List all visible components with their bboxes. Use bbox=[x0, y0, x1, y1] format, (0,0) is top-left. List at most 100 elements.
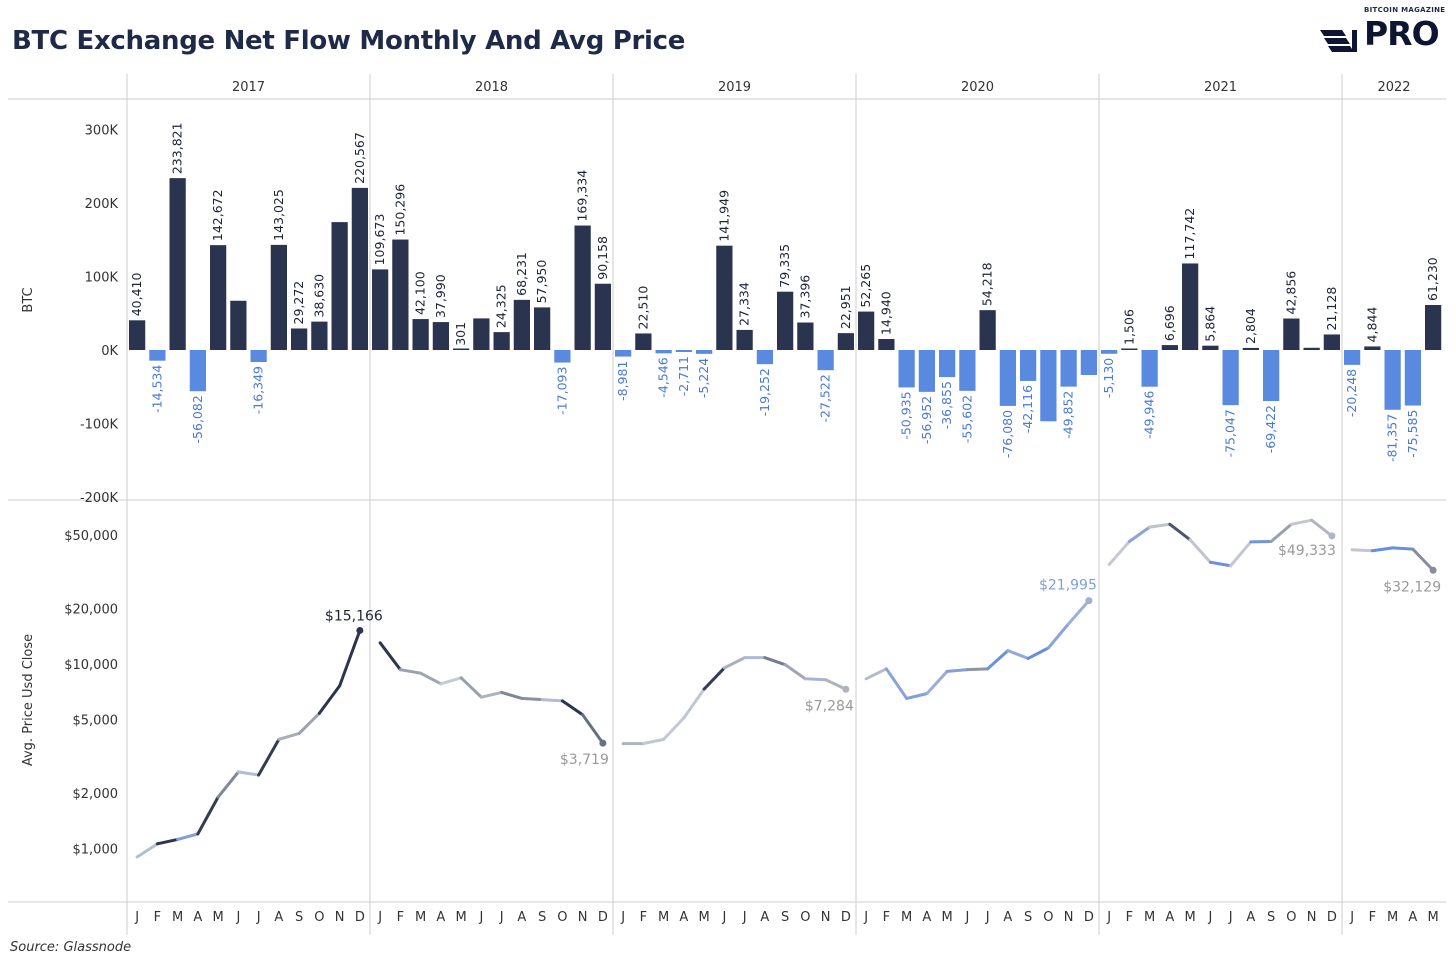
price-line-segment bbox=[459, 676, 483, 699]
month-tick-label: N bbox=[1307, 910, 1317, 925]
chart-title: BTC Exchange Net Flow Monthly And Avg Pr… bbox=[12, 26, 686, 56]
netflow-bar bbox=[149, 350, 166, 361]
netflow-bar bbox=[1141, 350, 1158, 387]
bar-data-label: 42,100 bbox=[413, 271, 428, 315]
bar-data-label: -14,534 bbox=[149, 365, 164, 413]
month-tick-label: M bbox=[1144, 910, 1155, 925]
month-tick-label: F bbox=[154, 910, 161, 925]
bar-data-label: 109,673 bbox=[372, 214, 387, 266]
month-tick-label: S bbox=[1267, 910, 1275, 925]
price-line-segment bbox=[1006, 649, 1030, 660]
price-end-point bbox=[356, 626, 364, 634]
bar-data-label: 79,335 bbox=[777, 244, 792, 288]
bar-y-tick-label: -100K bbox=[80, 418, 119, 433]
price-line-segment bbox=[1350, 548, 1374, 553]
netflow-bar bbox=[331, 222, 348, 350]
month-tick-label: M bbox=[901, 910, 912, 925]
netflow-bar bbox=[1242, 347, 1259, 350]
year-header-label: 2021 bbox=[1204, 80, 1237, 95]
price-line-segment bbox=[824, 678, 848, 691]
price-line-segment bbox=[581, 713, 605, 745]
price-line-segment bbox=[1046, 622, 1071, 650]
bar-data-label: 2,804 bbox=[1243, 308, 1258, 344]
netflow-bar bbox=[736, 329, 753, 350]
bar-data-label: 37,990 bbox=[433, 274, 448, 318]
price-line-segment bbox=[641, 737, 666, 746]
month-tick-label: A bbox=[1408, 910, 1417, 925]
netflow-bar bbox=[655, 350, 672, 354]
price-y-tick-label: $50,000 bbox=[64, 529, 118, 544]
netflow-bar bbox=[230, 300, 247, 350]
netflow-bar bbox=[1161, 345, 1178, 350]
price-end-label: $32,129 bbox=[1383, 579, 1441, 595]
price-end-label: $21,995 bbox=[1039, 578, 1097, 594]
netflow-bar bbox=[716, 245, 733, 350]
bar-data-label: -42,116 bbox=[1020, 385, 1035, 433]
bar-y-axis-title: BTC bbox=[21, 287, 36, 312]
netflow-bar bbox=[1364, 346, 1381, 350]
netflow-bar bbox=[675, 350, 692, 352]
bar-data-label: 142,672 bbox=[210, 189, 225, 241]
month-tick-label: A bbox=[274, 910, 283, 925]
month-tick-label: N bbox=[1064, 910, 1074, 925]
netflow-bar bbox=[291, 328, 308, 350]
netflow-bar bbox=[817, 350, 834, 371]
bar-y-tick-label: 300K bbox=[85, 124, 119, 139]
netflow-bar bbox=[574, 225, 591, 350]
bar-data-label: -49,946 bbox=[1142, 391, 1157, 439]
price-line-segment bbox=[1067, 599, 1091, 626]
bar-data-label: 1,506 bbox=[1121, 309, 1136, 345]
month-tick-label: O bbox=[1286, 910, 1296, 925]
month-tick-label: D bbox=[1327, 910, 1337, 925]
month-tick-label: D bbox=[598, 910, 608, 925]
price-y-tick-label: $2,000 bbox=[73, 787, 119, 802]
bar-data-label: -81,357 bbox=[1385, 414, 1400, 462]
price-end-label: $49,333 bbox=[1278, 543, 1336, 559]
price-line-segment bbox=[297, 711, 321, 735]
price-line-segment bbox=[317, 684, 342, 715]
bar-data-label: -56,082 bbox=[190, 395, 205, 443]
price-line-segment bbox=[783, 663, 807, 681]
month-tick-label: M bbox=[942, 910, 953, 925]
month-tick-label: A bbox=[1165, 910, 1174, 925]
price-line-segment bbox=[925, 669, 949, 696]
netflow-bar bbox=[392, 239, 409, 350]
netflow-bar bbox=[1283, 318, 1300, 350]
month-tick-label: M bbox=[699, 910, 710, 925]
netflow-bar bbox=[1344, 350, 1361, 365]
netflow-bar bbox=[1303, 347, 1320, 350]
price-line-segment bbox=[540, 698, 564, 703]
month-tick-label: J bbox=[863, 910, 868, 925]
bar-data-label: -19,252 bbox=[757, 368, 772, 416]
price-y-axis-title: Avg. Price Usd Close bbox=[21, 634, 36, 766]
price-line-segment bbox=[500, 690, 524, 700]
netflow-bar bbox=[858, 311, 875, 350]
bar-data-label: 38,630 bbox=[311, 274, 326, 318]
netflow-bar bbox=[129, 320, 146, 350]
bar-data-label: 141,949 bbox=[716, 190, 731, 242]
netflow-bar bbox=[1040, 350, 1057, 422]
price-line-segment bbox=[1289, 518, 1314, 526]
netflow-bar bbox=[1060, 350, 1077, 387]
year-header-label: 2018 bbox=[475, 80, 508, 95]
month-tick-label: S bbox=[538, 910, 546, 925]
netflow-bars: -200K -100K 0K 100K 200K 300K BTC 40,410 -14,534… bbox=[21, 122, 1442, 506]
bar-data-label: 61,230 bbox=[1425, 257, 1440, 301]
bar-data-label: 90,158 bbox=[595, 236, 610, 280]
month-tick-label: D bbox=[355, 910, 365, 925]
price-y-tick-label: $20,000 bbox=[64, 602, 118, 617]
price-end-label: $15,166 bbox=[325, 608, 383, 624]
month-tick-label: F bbox=[883, 910, 890, 925]
price-line-segment bbox=[1391, 546, 1415, 551]
month-tick-label: J bbox=[499, 910, 504, 925]
month-tick-label: A bbox=[1003, 910, 1012, 925]
month-tick-label: J bbox=[721, 910, 726, 925]
netflow-bar bbox=[311, 321, 328, 350]
netflow-bar bbox=[1404, 350, 1421, 406]
month-tick-label: J bbox=[964, 910, 969, 925]
bar-data-label: 37,396 bbox=[797, 275, 812, 319]
month-tick-label: F bbox=[1369, 910, 1376, 925]
month-tick-label: J bbox=[235, 910, 240, 925]
bar-data-label: -5,130 bbox=[1101, 358, 1116, 398]
